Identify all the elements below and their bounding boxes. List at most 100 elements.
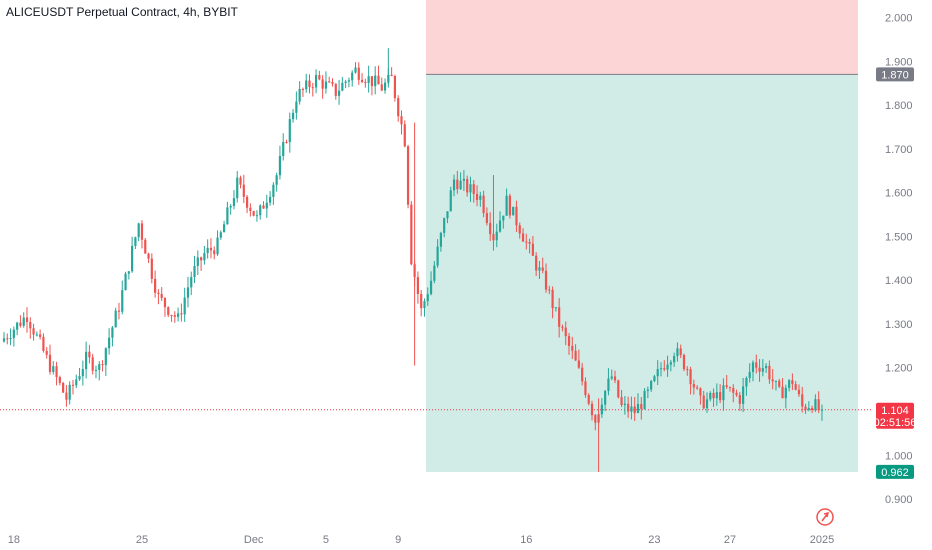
price-tag xyxy=(876,402,914,429)
candle-body xyxy=(65,392,68,400)
time-tick-label: 23 xyxy=(648,534,660,546)
candle-body xyxy=(351,72,354,81)
candle-body xyxy=(81,369,84,377)
candle-body xyxy=(558,307,561,327)
candle-body xyxy=(676,348,679,357)
candle-body xyxy=(186,287,190,298)
candle-body xyxy=(22,317,25,326)
candle-body xyxy=(732,387,735,393)
price-axis[interactable]: 2.000 1.900 1.800 1.700 1.600 1.500 1.400 1.300… xyxy=(885,13,913,507)
candle-body xyxy=(590,403,594,416)
candle-body xyxy=(692,384,695,388)
candle-body xyxy=(344,81,347,83)
candle-body xyxy=(459,180,462,190)
candle-body xyxy=(607,378,610,391)
candle-body xyxy=(2,338,6,342)
candle-body xyxy=(811,407,814,411)
time-tick-label: 9 xyxy=(395,534,401,546)
candle-body xyxy=(167,307,170,316)
price-tick-label: 1.600 xyxy=(885,188,913,200)
candle-body xyxy=(318,75,321,80)
candle-body xyxy=(390,74,393,77)
candle-body xyxy=(374,75,377,87)
candle-body xyxy=(334,83,337,96)
candle-body xyxy=(137,223,140,238)
candle-body xyxy=(472,184,475,194)
candle-body xyxy=(610,376,613,379)
time-tick-label: 18 xyxy=(8,534,20,546)
candle-body xyxy=(758,367,761,372)
candle-body xyxy=(426,294,429,302)
candle-body xyxy=(108,337,111,349)
candle-body xyxy=(581,367,584,382)
candle-body xyxy=(12,329,15,339)
candle-body xyxy=(75,379,78,386)
candle-body xyxy=(791,380,794,385)
candle-body xyxy=(324,81,328,89)
candle-body xyxy=(157,292,160,295)
candle-body xyxy=(262,205,265,209)
candle-body xyxy=(469,184,472,193)
candle-body xyxy=(640,403,643,409)
candle-body xyxy=(91,357,94,371)
candle-body xyxy=(147,253,150,259)
candle-body xyxy=(104,348,107,366)
candle-body xyxy=(620,397,623,406)
candle-body xyxy=(682,354,686,370)
candle-body xyxy=(482,195,485,214)
candle-body xyxy=(801,394,804,407)
price-tick-label: 1.700 xyxy=(885,144,913,156)
candle-body xyxy=(479,195,482,200)
candle-body xyxy=(663,368,666,370)
candle-body xyxy=(436,246,439,266)
candle-body xyxy=(311,87,314,89)
candle-body xyxy=(55,366,58,378)
candle-body xyxy=(314,75,318,88)
candle-body xyxy=(357,67,360,80)
candle-body xyxy=(544,270,548,290)
candle-body xyxy=(259,205,262,216)
price-tick-label: 1.900 xyxy=(885,56,913,68)
candle-body xyxy=(574,350,577,361)
candle-body xyxy=(686,369,689,371)
candle-body xyxy=(633,406,636,414)
candle-body xyxy=(354,67,357,73)
time-axis[interactable]: 18 25 Dec 5 9 16 23 27 2025 xyxy=(8,534,834,546)
candle-body xyxy=(134,237,137,246)
candle-body xyxy=(725,385,728,387)
candle-body xyxy=(587,394,590,404)
candle-body xyxy=(594,415,597,423)
candle-body xyxy=(101,364,104,366)
candle-body xyxy=(712,393,715,399)
candle-body xyxy=(252,211,255,216)
candle-body xyxy=(298,88,301,102)
candle-body xyxy=(755,362,758,368)
candle-body xyxy=(600,404,603,415)
candle-body xyxy=(341,82,344,91)
candle-body xyxy=(370,76,374,87)
candle-body xyxy=(406,146,410,205)
candle-body xyxy=(627,403,630,412)
candle-body xyxy=(416,277,420,294)
candle-body xyxy=(71,384,75,386)
candles-layer xyxy=(2,48,824,472)
candle-body xyxy=(397,98,400,117)
bar-countdown: 02:51:56 xyxy=(874,417,917,429)
candle-body xyxy=(111,327,114,338)
candle-body xyxy=(788,380,791,388)
candle-body xyxy=(42,336,45,351)
candle-body xyxy=(577,360,580,368)
candle-body xyxy=(278,156,282,176)
candle-body xyxy=(702,395,705,409)
candle-body xyxy=(423,301,426,309)
snapshot-icon[interactable] xyxy=(816,508,834,526)
candle-body xyxy=(538,267,541,271)
candle-body xyxy=(94,369,98,371)
candle-body xyxy=(52,366,55,372)
time-tick-label: 2025 xyxy=(810,534,834,546)
time-tick-label: 27 xyxy=(724,534,736,546)
price-tick-label: 1.300 xyxy=(885,319,913,331)
candle-body xyxy=(35,334,38,336)
candle-body xyxy=(177,313,180,317)
